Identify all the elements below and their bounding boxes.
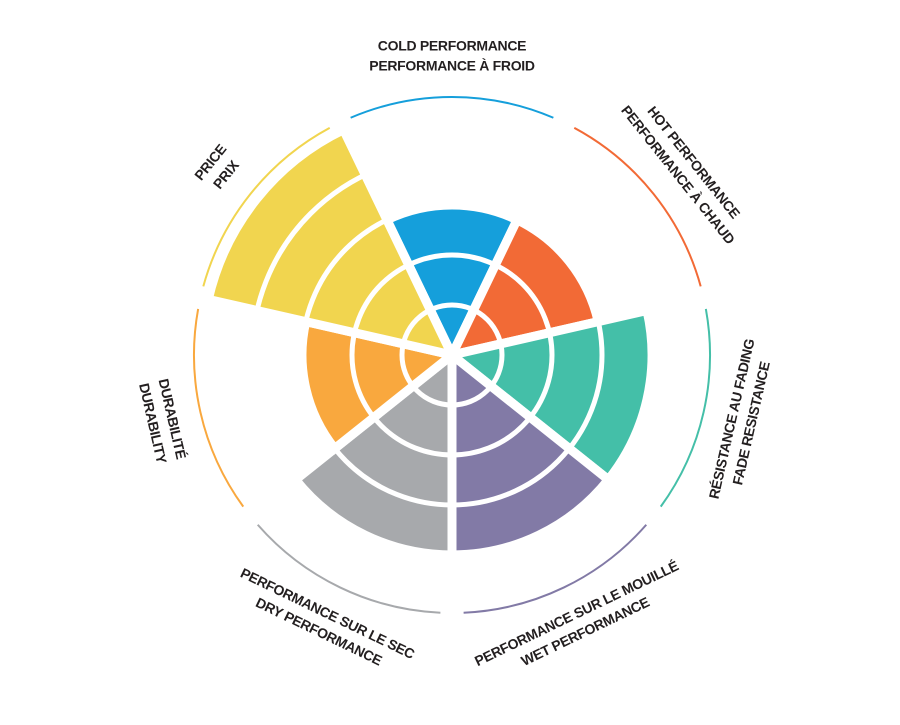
ring <box>349 252 555 458</box>
outer-arc <box>202 126 331 287</box>
ring <box>399 302 505 408</box>
category-label: COLD PERFORMANCE PERFORMANCE À FROID <box>369 38 535 74</box>
outer-arc <box>350 96 554 119</box>
ring <box>299 202 605 508</box>
outer-arc <box>256 524 441 614</box>
label-line: PERFORMANCE À FROID <box>369 58 535 74</box>
ring <box>199 102 705 608</box>
outer-arc <box>193 308 245 508</box>
outer-arc <box>463 524 648 614</box>
label-line: COLD PERFORMANCE <box>378 38 526 54</box>
outer-arc <box>573 126 702 287</box>
outer-arc <box>659 308 711 508</box>
ring <box>249 152 655 558</box>
